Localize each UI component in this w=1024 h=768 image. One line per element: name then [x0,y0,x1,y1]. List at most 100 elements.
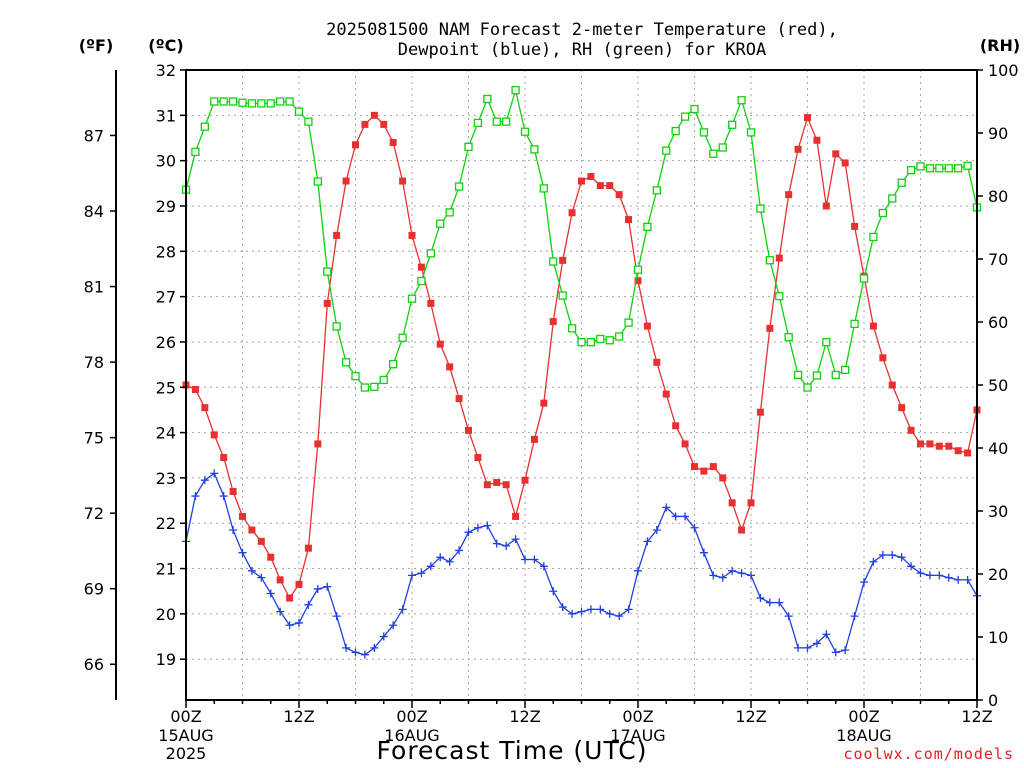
rh-point [332,322,341,331]
dewpoint-point [398,605,407,614]
dewpoint-point [210,469,219,478]
dewpoint-point [878,550,887,559]
rh-point [831,370,840,380]
rh-point [558,291,567,300]
rh-point [549,257,558,266]
rh-point [502,117,511,126]
rh-point [652,186,661,195]
rh-point [445,208,454,217]
dewpoint-point [285,621,294,630]
rh-point [935,164,944,173]
temperature-point [286,594,294,602]
x-tick-label: 00Z [622,707,653,726]
rh-point [746,128,756,137]
fahrenheit-unit-label: (ºF) [79,36,114,55]
dewpoint-point [803,643,812,652]
rh-point [709,149,718,158]
rh-point [520,127,530,136]
rh-point [313,177,322,186]
temperature-point [954,447,962,455]
rh-point [464,142,473,152]
temperature-point [455,395,463,403]
rh-point [633,265,643,274]
temperature-point [465,426,472,434]
dewpoint-point [624,605,633,614]
temperature-point [446,363,454,371]
rh-point [784,332,793,342]
celsius-tick-label: 22 [156,514,176,533]
celsius-tick-label: 32 [156,61,176,80]
dewpoint-point [257,573,266,582]
temperature-point [436,340,444,348]
temperature-point [935,442,943,450]
rh-point [718,143,727,152]
x-tick-date-label: 18AUG [836,726,891,745]
temperature-point [304,544,312,552]
dewpoint-point [558,603,567,612]
celsius-tick-label: 20 [156,605,176,624]
data-series [181,86,982,659]
rh-point [436,219,445,228]
rh-point [539,184,548,193]
temperature-point [709,463,717,471]
gridlines [186,70,977,700]
temperature-point [615,191,623,199]
dewpoint-point [313,584,322,593]
dewpoint-point [445,557,454,566]
dewpoint-point [596,605,605,614]
temperature-point [483,481,491,489]
temperature-point [549,318,557,326]
dewpoint-point [747,571,755,580]
dewpoint-point [831,648,840,657]
rh-point [266,99,275,108]
temperature-point [606,182,614,190]
dewpoint-point [323,582,332,591]
rh-point [379,375,388,385]
rh-point [624,318,633,327]
dewpoint-point [229,526,238,535]
dewpoint-point [539,562,548,571]
temperature-point [747,499,755,507]
temperature-point [267,553,275,561]
rh-point [916,162,925,171]
rh-point [906,166,916,175]
rh-point [737,96,746,105]
celsius-unit-label: (ºC) [148,36,183,55]
rh-point [370,382,379,392]
temperature-point [851,222,859,230]
rh-point [351,372,360,381]
dewpoint-point [897,553,906,562]
dewpoint-point [342,643,351,652]
dewpoint-point [549,587,558,596]
dewpoint-point [850,612,859,621]
temperature-point [964,449,972,457]
temperature-point [662,390,670,398]
rh-point [219,97,228,106]
dewpoint-point [389,621,398,630]
dewpoint-point [276,607,285,616]
rh-point [454,182,464,191]
dewpoint-point [841,646,850,655]
temperature-point [832,150,840,158]
temperature-point [578,177,585,185]
dewpoint-point [822,630,831,639]
rh-point [756,204,765,213]
rh-point [765,256,774,265]
rh-point [690,104,699,114]
temperature-point [917,440,924,448]
x-tick-label: 12Z [509,707,540,726]
dewpoint-point [643,537,652,546]
temperature-point [625,216,633,224]
dewpoint-point [568,609,577,618]
rh-point [228,97,238,106]
rh-point [878,208,887,218]
rh-point [728,120,737,129]
temperature-point [220,454,228,462]
rh-point [304,117,313,126]
dewpoint-point [775,598,784,607]
x-tick-label: 00Z [396,707,427,726]
celsius-tick-label: 19 [156,650,176,669]
rh-point [417,276,426,286]
temperature-series-line [185,114,978,600]
tick-labels: 19 20 21 22 23 24 25 26 27 28 29 30 31 32 66 69 72 75 78 81… [84,61,1019,763]
